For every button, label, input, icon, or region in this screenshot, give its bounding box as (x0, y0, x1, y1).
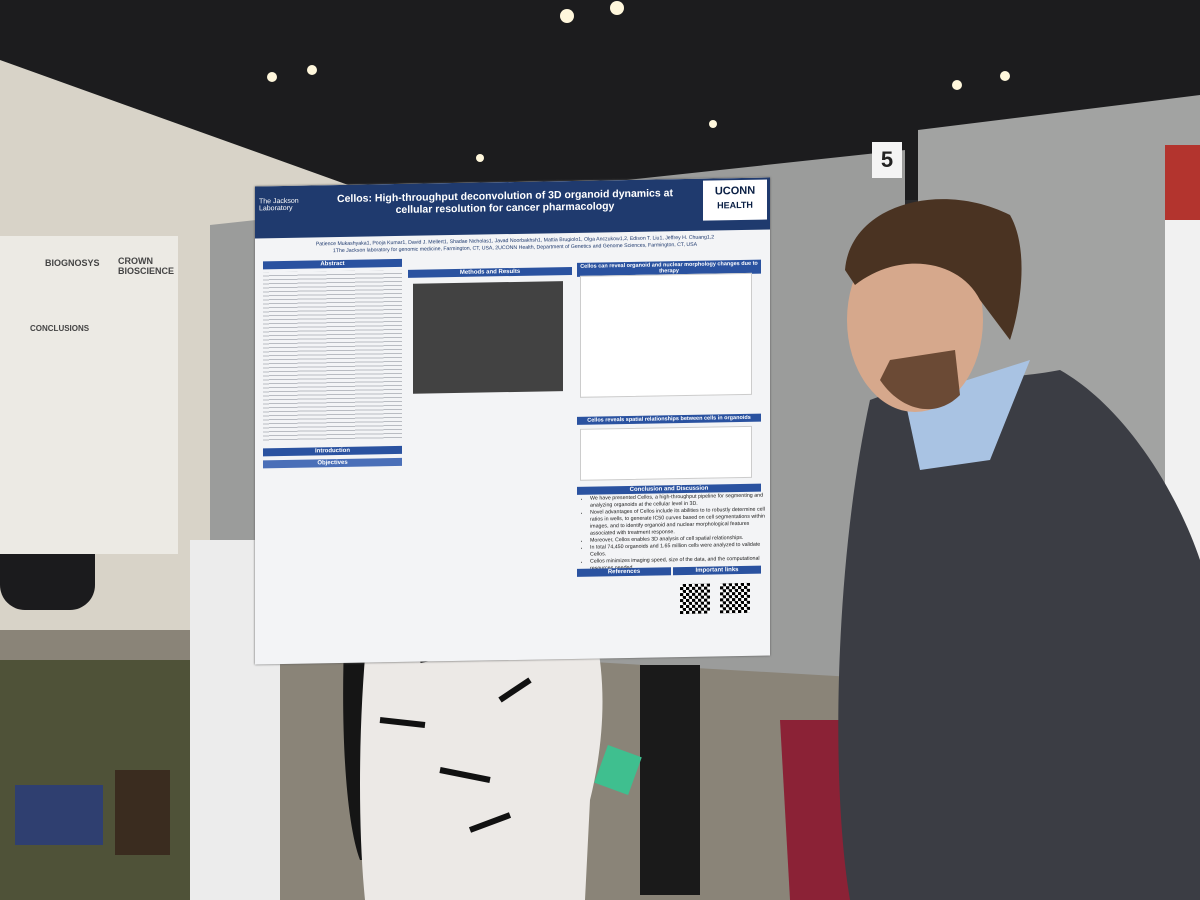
qr-code (680, 583, 710, 615)
section-heading: Introduction (263, 445, 402, 457)
section-heading: Cellos reveals spatial relationships bet… (577, 413, 761, 425)
qr-code (720, 582, 750, 614)
right-poster-header (1165, 145, 1200, 220)
logo-text: UCONN (714, 184, 756, 198)
left-poster: BIOGNOSYS CROWN BIOSCIENCE CONCLUSIONS (0, 236, 178, 554)
man-beard (880, 350, 960, 410)
badge (594, 745, 642, 795)
conclusion-point: Novel advantages of Cellos include its a… (590, 507, 770, 538)
logo: BIOGNOSYS (45, 258, 100, 268)
section-heading: Objectives (263, 457, 402, 469)
ceiling-light (1000, 71, 1010, 81)
poster-authors: Patience Mukashyaka1, Pooja Kumar1, Davi… (305, 234, 725, 255)
ceiling-light (610, 1, 624, 15)
man-shirt (905, 360, 1030, 470)
section-heading: References (577, 567, 671, 577)
abstract-text (263, 269, 402, 443)
ceiling-light (709, 120, 717, 128)
ceiling-light (476, 154, 484, 162)
ceiling-light (307, 65, 317, 75)
man-jacket (838, 370, 1200, 900)
logo: The Jackson Laboratory (259, 197, 299, 213)
poster: The Jackson Laboratory UCONN HEALTH Cello… (255, 177, 770, 665)
logo: CROWN BIOSCIENCE (118, 256, 175, 276)
figure (580, 425, 752, 481)
figure (413, 281, 563, 394)
flyer (115, 770, 170, 855)
logo: UCONN HEALTH (703, 179, 767, 221)
chair (0, 660, 210, 900)
ceiling-light (560, 9, 574, 23)
section-heading: Abstract (263, 258, 402, 270)
conclusion-list: We have presented Cellos, a high-through… (580, 493, 770, 573)
ceiling-light (267, 72, 277, 82)
flyer (15, 785, 103, 845)
figure (580, 272, 752, 398)
section-heading: Methods and Results (408, 266, 572, 278)
section-heading: Important links (673, 565, 761, 576)
ceiling-light (952, 80, 962, 90)
man-hair (845, 199, 1022, 340)
bystander (640, 665, 700, 895)
booth-number: 5 (872, 142, 902, 178)
logo-text: HEALTH (717, 199, 753, 211)
section-heading: CONCLUSIONS (30, 324, 90, 333)
